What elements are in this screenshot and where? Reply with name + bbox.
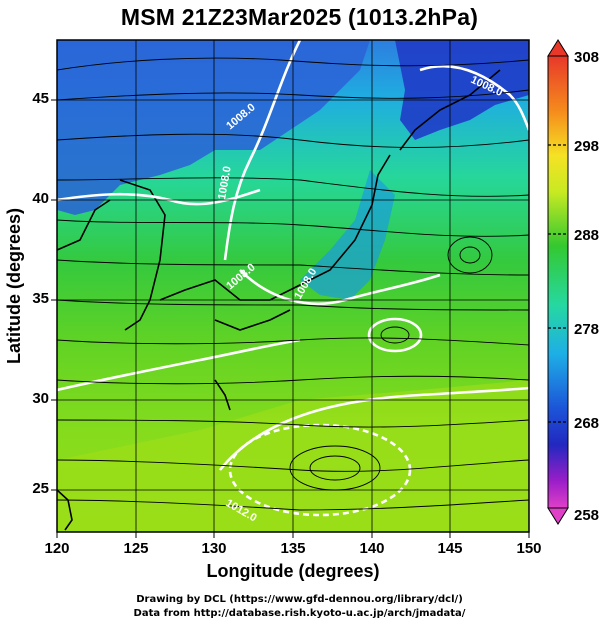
y-axis: 25 30 35 40 45 bbox=[32, 90, 57, 497]
colorbar-tick-label: 268 bbox=[574, 415, 599, 432]
colorbar-tick-label: 258 bbox=[574, 507, 599, 524]
y-tick-label: 40 bbox=[32, 190, 49, 207]
x-axis: 120 125 130 135 140 145 150 bbox=[44, 532, 542, 557]
coastlines bbox=[57, 69, 501, 531]
y-tick-label: 30 bbox=[32, 390, 49, 407]
x-tick-label: 120 bbox=[44, 540, 69, 557]
map-layers: 1008.0 1008.0 1008.0 1008.0 1008.0 1012.… bbox=[57, 40, 529, 532]
x-tick-label: 125 bbox=[123, 540, 148, 557]
credit-drawing: Drawing by DCL (https://www.gfd-dennou.o… bbox=[136, 594, 463, 605]
colorbar-tick-label: 308 bbox=[574, 49, 599, 66]
x-axis-label: Longitude (degrees) bbox=[206, 561, 379, 581]
colorbar-body bbox=[547, 55, 569, 509]
y-tick-label: 45 bbox=[32, 90, 49, 107]
colorbar-tick-label: 288 bbox=[574, 227, 599, 244]
streamlines bbox=[57, 57, 529, 511]
x-tick-label: 140 bbox=[359, 540, 384, 557]
x-tick-label: 130 bbox=[201, 540, 226, 557]
x-tick-label: 150 bbox=[516, 540, 541, 557]
grid-lines bbox=[57, 40, 529, 532]
cold-land-region bbox=[57, 40, 370, 215]
y-tick-label: 35 bbox=[32, 290, 49, 307]
colorbar-top-arrow bbox=[547, 39, 569, 57]
x-tick-label: 145 bbox=[437, 540, 462, 557]
y-tick-label: 25 bbox=[32, 480, 49, 497]
credit-data: Data from http://database.rish.kyoto-u.a… bbox=[133, 608, 466, 619]
colorbar-bottom-arrow bbox=[547, 507, 569, 525]
colorbar: 308 298 288 278 268 258 bbox=[547, 39, 599, 525]
x-tick-label: 135 bbox=[280, 540, 305, 557]
y-axis-label: Latitude (degrees) bbox=[4, 208, 24, 364]
honshu-cold-region bbox=[300, 170, 395, 300]
hokkaido-cold-region bbox=[395, 40, 529, 140]
isobar-label: 1008.0 bbox=[216, 165, 234, 200]
colorbar-tick-label: 278 bbox=[574, 321, 599, 338]
chart-title: MSM 21Z23Mar2025 (1013.2hPa) bbox=[120, 4, 479, 30]
colorbar-tick-label: 298 bbox=[574, 138, 599, 155]
